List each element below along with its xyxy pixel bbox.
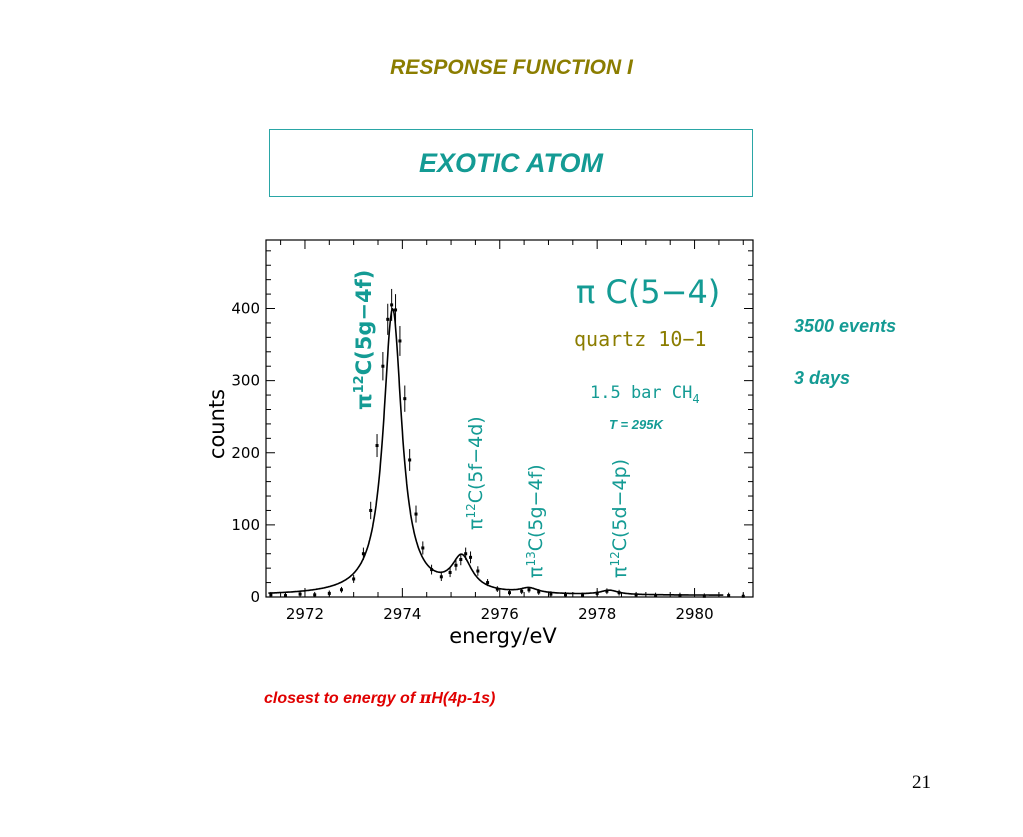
peak-3-sup: 13 bbox=[524, 551, 538, 566]
box-title: EXOTIC ATOM bbox=[418, 147, 603, 178]
data-point bbox=[361, 552, 365, 556]
duration-note: 3 days bbox=[794, 368, 851, 388]
peak-main-rest: C(5g−4f) bbox=[352, 270, 376, 376]
peak-2-sup: 12 bbox=[464, 503, 478, 518]
data-point bbox=[398, 339, 402, 343]
data-point bbox=[454, 563, 458, 567]
title-box: EXOTIC ATOM bbox=[269, 129, 753, 197]
data-point bbox=[495, 587, 499, 591]
annotation-main: π C(5−4) bbox=[576, 273, 720, 311]
data-point bbox=[339, 588, 343, 592]
x-tick-label: 2978 bbox=[578, 605, 616, 623]
pi-symbol: π bbox=[419, 688, 432, 707]
data-point bbox=[421, 546, 425, 550]
y-tick-label: 300 bbox=[231, 372, 260, 390]
data-point bbox=[727, 594, 731, 598]
annotation-target: quartz 10−1 bbox=[574, 327, 706, 351]
slide-title: RESPONSE FUNCTION I bbox=[390, 56, 633, 79]
data-point bbox=[448, 570, 452, 574]
data-point bbox=[595, 591, 599, 595]
peak-label-2: π12C(5f−4d) bbox=[464, 416, 487, 530]
y-tick-label: 100 bbox=[231, 516, 260, 534]
data-point bbox=[581, 594, 585, 598]
data-point bbox=[654, 594, 658, 598]
gas-text: 1.5 bar CH bbox=[590, 383, 692, 403]
data-point bbox=[537, 590, 541, 594]
data-point bbox=[394, 308, 398, 312]
x-tick-label: 2972 bbox=[286, 605, 324, 623]
annotation-temperature: T = 295K bbox=[609, 417, 664, 432]
peak-2-rest: C(5f−4d) bbox=[465, 416, 487, 503]
data-point bbox=[605, 589, 609, 593]
x-tick-labels: 2972 2974 2976 2978 2980 bbox=[286, 605, 714, 623]
peak-main-pi: π bbox=[352, 393, 376, 410]
data-point bbox=[476, 569, 480, 573]
x-tick-label: 2974 bbox=[383, 605, 421, 623]
data-point bbox=[564, 593, 568, 597]
data-point bbox=[459, 557, 463, 561]
peak-label-3: π13C(5g−4f) bbox=[524, 464, 547, 578]
peak-3-pi: π bbox=[525, 567, 547, 578]
plot-frame bbox=[265, 239, 754, 598]
data-point bbox=[327, 591, 331, 595]
fit-curve bbox=[268, 307, 724, 596]
data-point bbox=[403, 397, 407, 401]
annotation-gas: 1.5 bar CH4 bbox=[590, 383, 700, 406]
peak-4-sup: 12 bbox=[608, 551, 622, 566]
data-point bbox=[269, 593, 273, 597]
data-point bbox=[508, 591, 511, 595]
peak-label-4: π12C(5d−4p) bbox=[608, 459, 631, 578]
y-tick-label: 0 bbox=[250, 588, 260, 606]
data-point bbox=[414, 512, 418, 516]
data-point bbox=[375, 444, 379, 448]
data-point bbox=[741, 594, 745, 598]
y-tick-labels: 0 100 200 300 400 bbox=[231, 300, 260, 606]
data-point bbox=[702, 594, 706, 598]
data-point bbox=[381, 364, 385, 368]
page-number: 21 bbox=[912, 772, 931, 793]
footnote: closest to energy of πH(4p-1s) bbox=[264, 688, 495, 708]
data-point bbox=[390, 303, 394, 307]
data-point bbox=[369, 508, 373, 512]
data-point bbox=[469, 555, 473, 559]
data-point bbox=[313, 593, 317, 597]
data-point bbox=[283, 594, 287, 598]
x-axis-label: energy/eV bbox=[449, 624, 557, 648]
events-note: 3500 events bbox=[794, 316, 897, 336]
footnote-prefix: closest to energy of bbox=[264, 690, 420, 707]
x-tick-label: 2976 bbox=[481, 605, 519, 623]
peak-4-rest: C(5d−4p) bbox=[609, 459, 631, 551]
data-point bbox=[486, 581, 490, 585]
y-tick-label: 400 bbox=[231, 300, 260, 318]
data-point bbox=[527, 588, 531, 592]
data-point bbox=[298, 592, 302, 596]
data-point bbox=[386, 317, 390, 321]
peak-4-pi: π bbox=[609, 567, 631, 578]
data-point bbox=[549, 592, 553, 596]
data-point bbox=[520, 589, 524, 593]
y-axis-label: counts bbox=[205, 389, 229, 459]
peak-main-sup: 12 bbox=[352, 375, 367, 393]
data-point bbox=[439, 575, 443, 579]
gas-subscript: 4 bbox=[692, 392, 699, 406]
peak-label-main: π12C(5g−4f) bbox=[352, 270, 376, 410]
data-point bbox=[408, 458, 412, 462]
x-tick-label: 2980 bbox=[675, 605, 713, 623]
peak-3-rest: C(5g−4f) bbox=[525, 464, 547, 551]
peak-2-pi: π bbox=[465, 519, 487, 530]
data-point bbox=[464, 552, 468, 556]
footnote-suffix: H(4p-1s) bbox=[431, 690, 496, 707]
y-tick-label: 200 bbox=[231, 444, 260, 462]
data-point bbox=[352, 577, 356, 581]
